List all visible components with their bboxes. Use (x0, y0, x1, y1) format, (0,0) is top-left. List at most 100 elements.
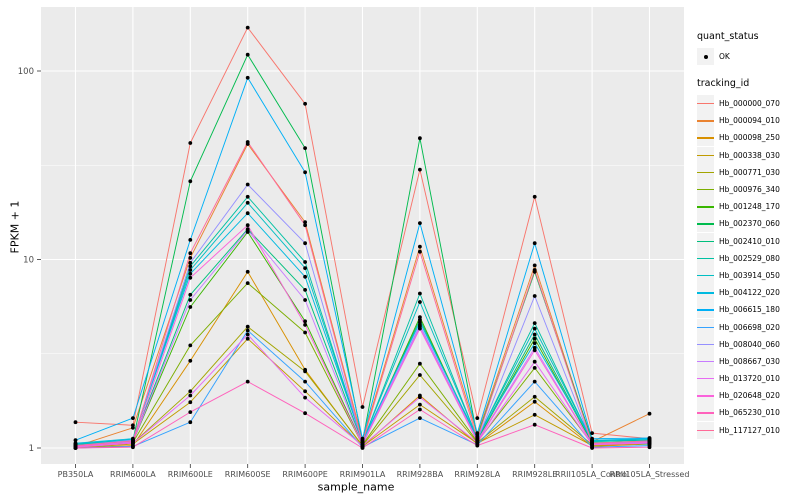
x-tick-label: RRII105LA_Stressed (610, 470, 690, 479)
x-tick-label: RRIM600PE (282, 470, 328, 479)
legend-item-Hb_006698_020: Hb_006698_020 (697, 318, 797, 336)
data-point (532, 366, 537, 370)
data-point (303, 319, 307, 324)
legend: quant_status OK tracking_id Hb_000000_07… (697, 31, 797, 439)
legend-item-Hb_002410_010: Hb_002410_010 (697, 232, 797, 250)
data-point (418, 317, 422, 322)
data-point (532, 263, 537, 268)
data-point (360, 440, 365, 445)
series-line-icon (697, 378, 714, 380)
legend-item-label: Hb_008040_060 (719, 339, 780, 349)
data-point (418, 167, 422, 172)
data-point (360, 405, 365, 409)
data-point (418, 300, 422, 304)
legend-item-Hb_002529_080: Hb_002529_080 (697, 249, 797, 267)
data-point (418, 407, 422, 412)
series-line-icon (697, 189, 714, 191)
series-color-key (697, 335, 714, 353)
legend-item-Hb_117127_010: Hb_117127_010 (697, 421, 797, 439)
legend-item-Hb_020648_020: Hb_020648_020 (697, 387, 797, 405)
series-line-icon (697, 274, 714, 277)
data-point (418, 320, 422, 325)
data-point (475, 431, 480, 435)
data-point (532, 422, 537, 427)
legend-item-Hb_000976_340: Hb_000976_340 (697, 181, 797, 199)
data-point (418, 221, 422, 226)
data-point (532, 341, 537, 345)
data-point (131, 445, 135, 450)
legend-item-label: Hb_003914_050 (719, 270, 780, 280)
legend-item-Hb_065230_010: Hb_065230_010 (697, 404, 797, 422)
data-point (245, 211, 250, 216)
data-point (73, 438, 78, 443)
data-point (532, 294, 537, 298)
data-point (303, 266, 307, 270)
series-color-key (697, 215, 714, 233)
series-line-icon (697, 240, 714, 242)
data-point (647, 436, 652, 440)
series-color-key (697, 146, 714, 164)
x-tick-label: PB350LA (58, 470, 94, 479)
data-point (590, 441, 594, 446)
legend-quant-status-block: quant_status OK (697, 31, 797, 65)
legend-item-label: OK (719, 52, 730, 61)
series-color-key (697, 301, 714, 319)
legend-item-Hb_013720_010: Hb_013720_010 (697, 370, 797, 388)
x-tick-label: RRIM928LA (454, 470, 500, 479)
data-point (245, 223, 250, 228)
series-line-icon (697, 223, 714, 225)
data-point (418, 395, 422, 400)
data-point (245, 379, 250, 384)
data-point (303, 379, 307, 384)
legend-item-Hb_001248_170: Hb_001248_170 (697, 198, 797, 216)
x-tick-label: RRIM600SE (225, 470, 271, 479)
legend-item-label: Hb_002410_010 (719, 236, 780, 246)
ok-point-key (697, 48, 714, 65)
series-color-key (697, 198, 714, 216)
data-point (418, 291, 422, 296)
series-line-icon (697, 343, 714, 346)
legend-item-Hb_000771_030: Hb_000771_030 (697, 163, 797, 181)
y-tick-label: 1 (29, 444, 34, 454)
data-point (532, 399, 537, 404)
data-point (303, 101, 307, 106)
legend-item-label: Hb_013720_010 (719, 374, 780, 384)
data-point (418, 136, 422, 141)
series-line-icon (697, 360, 714, 363)
data-point (532, 321, 537, 325)
data-point (188, 389, 193, 394)
legend-item-label: Hb_008667_030 (719, 356, 780, 366)
series-line-icon (697, 206, 714, 208)
data-point (418, 244, 422, 249)
y-tick-label: 10 (23, 256, 34, 266)
data-point (188, 238, 193, 242)
legend-item-label: Hb_000976_340 (719, 185, 780, 195)
series-color-key (697, 318, 714, 336)
series-line-icon (697, 395, 714, 397)
data-point (188, 358, 193, 363)
data-point (188, 260, 193, 265)
legend-item-Hb_004122_020: Hb_004122_020 (697, 284, 797, 302)
data-point (245, 75, 250, 80)
legend-title-tracking-id: tracking_id (697, 78, 750, 89)
series-color-key (697, 266, 714, 284)
data-point (245, 228, 250, 233)
data-point (245, 25, 250, 30)
data-point (303, 146, 307, 151)
series-color-key (697, 129, 714, 147)
data-point (188, 292, 193, 297)
series-color-key (697, 352, 714, 370)
series-points-Hb_006615_180 (73, 75, 652, 443)
data-point (245, 194, 250, 199)
data-point (245, 200, 250, 205)
data-point (188, 256, 193, 260)
data-point (532, 412, 537, 417)
legend-item-label: Hb_000338_030 (719, 150, 780, 160)
x-tick-label: RRIM600LA (110, 470, 156, 479)
series-color-key (697, 387, 714, 405)
data-point (532, 394, 537, 399)
series-line-icon (697, 429, 714, 432)
data-point (475, 436, 480, 441)
data-point (418, 416, 422, 420)
data-point (245, 328, 250, 333)
